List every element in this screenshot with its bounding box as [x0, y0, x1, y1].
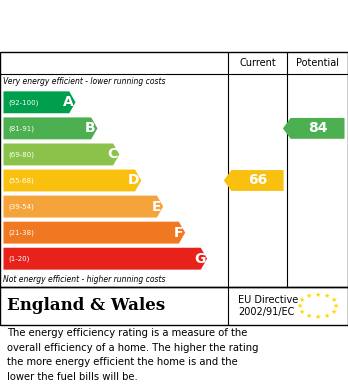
Polygon shape [3, 196, 163, 217]
Text: B: B [85, 121, 96, 135]
Text: ★: ★ [324, 293, 330, 299]
Text: 84: 84 [308, 121, 327, 135]
Text: (39-54): (39-54) [9, 203, 34, 210]
Polygon shape [3, 117, 97, 139]
Text: The energy efficiency rating is a measure of the
overall efficiency of a home. T: The energy efficiency rating is a measur… [7, 328, 259, 382]
Text: Very energy efficient - lower running costs: Very energy efficient - lower running co… [3, 77, 166, 86]
Text: (81-91): (81-91) [9, 125, 35, 132]
Polygon shape [3, 143, 119, 165]
Polygon shape [3, 91, 76, 113]
Text: ★: ★ [315, 314, 321, 320]
Text: (55-68): (55-68) [9, 177, 34, 184]
Text: D: D [128, 174, 140, 188]
Text: ★: ★ [333, 303, 339, 309]
Text: EU Directive
2002/91/EC: EU Directive 2002/91/EC [238, 295, 299, 317]
Text: ★: ★ [299, 309, 305, 315]
Text: ★: ★ [305, 313, 311, 319]
Text: Energy Efficiency Rating: Energy Efficiency Rating [10, 18, 220, 34]
Text: ★: ★ [315, 292, 321, 298]
Text: England & Wales: England & Wales [7, 298, 165, 314]
Text: ★: ★ [299, 297, 305, 303]
Text: 66: 66 [248, 174, 267, 188]
Text: ★: ★ [296, 303, 302, 309]
Text: Not energy efficient - higher running costs: Not energy efficient - higher running co… [3, 275, 166, 284]
Text: A: A [63, 95, 74, 109]
Text: Current: Current [239, 58, 276, 68]
Text: (1-20): (1-20) [9, 255, 30, 262]
Text: C: C [108, 147, 118, 161]
Polygon shape [3, 248, 207, 270]
Text: ★: ★ [324, 313, 330, 319]
Text: (92-100): (92-100) [9, 99, 39, 106]
Text: G: G [194, 252, 205, 266]
Text: Potential: Potential [296, 58, 339, 68]
Polygon shape [283, 118, 345, 139]
Polygon shape [224, 170, 284, 191]
Polygon shape [3, 222, 185, 244]
Text: F: F [174, 226, 183, 240]
Text: ★: ★ [330, 297, 337, 303]
Polygon shape [3, 170, 141, 192]
Text: ★: ★ [305, 293, 311, 299]
Text: E: E [152, 199, 161, 213]
Text: (69-80): (69-80) [9, 151, 35, 158]
Text: ★: ★ [330, 309, 337, 315]
Text: (21-38): (21-38) [9, 230, 34, 236]
